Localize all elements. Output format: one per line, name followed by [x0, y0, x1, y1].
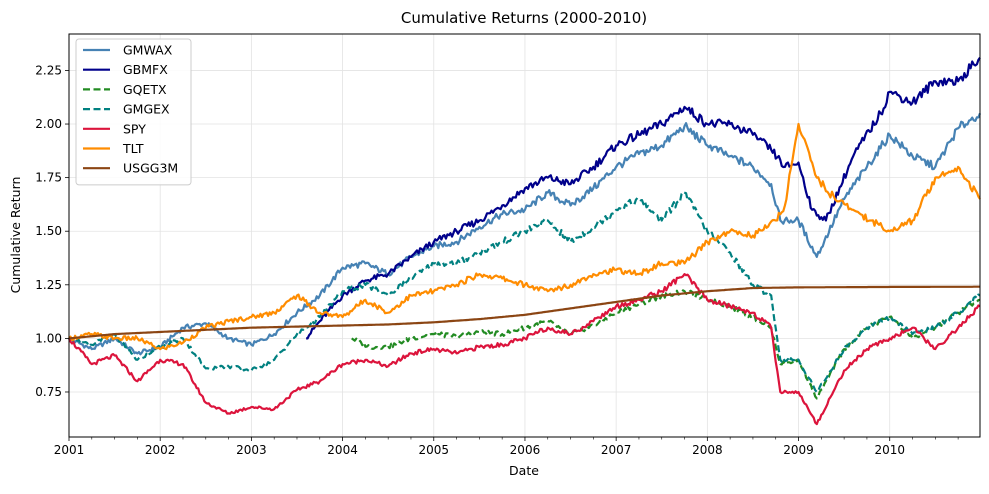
- series-line-gmwax: [68, 112, 982, 356]
- legend-label-gqetx: GQETX: [123, 82, 167, 97]
- x-tick-label: 2010: [874, 443, 905, 457]
- plot-frame: [68, 33, 981, 438]
- x-axis-label: Date: [509, 463, 539, 478]
- series-line-spy: [68, 273, 981, 426]
- grid: [68, 34, 980, 437]
- x-tick-label: 2009: [783, 443, 814, 457]
- series-lines: [68, 56, 982, 426]
- axis-ticks: 2001 2002 2003 2004 2005 2006 2007 2008 2009 2010…: [35, 63, 959, 457]
- series-line-gqetx: [351, 289, 981, 400]
- series-line-usgg3m: [68, 285, 980, 340]
- x-tick-label: 2001: [54, 443, 85, 457]
- legend-label-spy: SPY: [123, 121, 146, 136]
- legend-label-gbmfx: GBMFX: [123, 62, 168, 77]
- legend-label-gmwax: GMWAX: [123, 43, 173, 58]
- series-line-tlt: [68, 122, 981, 351]
- y-axis-label: Cumulative Return: [8, 177, 23, 294]
- x-tick-label: 2008: [692, 443, 723, 457]
- legend-label-gmgex: GMGEX: [123, 102, 170, 117]
- legend: GMWAX GBMFX GQETX GMGEX SPY TLT USGG3M: [75, 38, 192, 186]
- y-tick-label: 2.00: [35, 117, 62, 131]
- series-line-gmgex: [68, 190, 981, 394]
- series-line-gbmfx: [306, 56, 981, 340]
- chart-title: Cumulative Returns (2000-2010): [401, 9, 647, 27]
- y-tick-label: 2.25: [35, 63, 62, 77]
- y-tick-label: 1.25: [35, 278, 62, 292]
- x-tick-label: 2002: [145, 443, 176, 457]
- x-tick-label: 2005: [418, 443, 449, 457]
- legend-label-tlt: TLT: [122, 141, 144, 156]
- legend-label-usgg3m: USGG3M: [123, 161, 178, 176]
- x-tick-label: 2007: [601, 443, 632, 457]
- y-tick-label: 1.75: [35, 171, 62, 185]
- y-tick-label: 0.75: [35, 385, 62, 399]
- x-tick-label: 2004: [327, 443, 358, 457]
- x-tick-label: 2006: [510, 443, 541, 457]
- y-tick-label: 1.50: [35, 224, 62, 238]
- x-tick-label: 2003: [236, 443, 267, 457]
- y-tick-label: 1.00: [35, 331, 62, 345]
